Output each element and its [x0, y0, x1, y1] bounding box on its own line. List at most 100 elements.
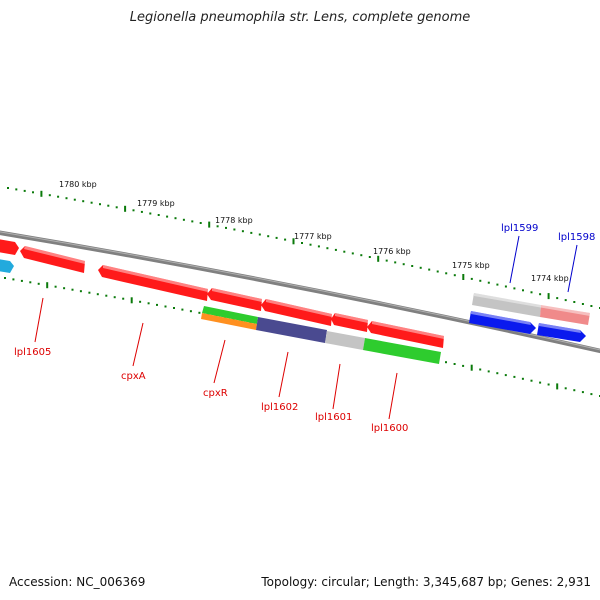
minor-tick — [7, 187, 9, 189]
minor-tick — [394, 261, 397, 264]
minor-tick — [88, 291, 91, 294]
leader-lines — [34, 235, 578, 420]
major-tick — [377, 255, 380, 262]
gene-lpl1601[interactable] — [325, 331, 365, 350]
minor-tick — [564, 299, 567, 302]
minor-tick — [564, 387, 567, 390]
minor-tick — [164, 305, 167, 308]
minor-tick — [198, 311, 201, 314]
minor-tick — [225, 226, 227, 229]
minor-tick — [173, 307, 175, 309]
minor-tick — [556, 297, 559, 300]
major-tick — [130, 297, 133, 304]
minor-tick — [122, 297, 125, 300]
minor-tick — [156, 303, 158, 306]
minor-tick — [149, 212, 152, 215]
minor-tick — [334, 248, 337, 251]
minor-tick — [521, 377, 524, 380]
minor-tick — [402, 263, 405, 266]
minor-tick — [522, 289, 524, 292]
minor-tick — [453, 274, 456, 277]
label-lpl1600[interactable]: lpl1600 — [371, 423, 408, 434]
tick-label-1774: 1774 kbp — [531, 274, 569, 283]
minor-tick — [496, 283, 499, 286]
gene-highlights — [24, 246, 590, 339]
minor-tick — [115, 206, 118, 209]
minor-tick — [182, 218, 185, 221]
minor-tick — [326, 247, 329, 250]
label-lpl1599[interactable]: lpl1599 — [501, 223, 538, 234]
gene-lpl1598[interactable] — [537, 323, 586, 342]
gene-lpl1605[interactable] — [20, 246, 85, 273]
minor-tick — [590, 305, 593, 307]
minor-tick — [351, 252, 354, 255]
minor-tick — [530, 379, 533, 382]
gene-cpxr-strand[interactable] — [201, 313, 257, 330]
label-cpxr[interactable]: cpxR — [203, 388, 228, 399]
gene-edge-cyan[interactable] — [0, 259, 14, 273]
minor-tick — [504, 285, 507, 288]
gene-edge-red[interactable] — [0, 239, 19, 255]
minor-tick — [54, 285, 57, 288]
gene-lpl1599-outer[interactable] — [472, 293, 541, 317]
minor-tick — [216, 225, 219, 228]
minor-tick — [479, 279, 482, 282]
gene-red-a[interactable] — [207, 288, 262, 311]
minor-tick — [581, 391, 584, 394]
gene-lpl1602[interactable] — [256, 317, 327, 343]
minor-tick — [113, 296, 116, 299]
gene-cpxa[interactable] — [98, 265, 208, 301]
minor-tick — [590, 393, 593, 396]
minor-tick — [65, 197, 68, 200]
label-cpxa[interactable]: cpxA — [121, 371, 146, 382]
minor-tick — [496, 372, 499, 375]
gene-lpl1600[interactable] — [363, 338, 441, 364]
minor-tick — [385, 259, 388, 262]
genes[interactable] — [0, 239, 590, 364]
gene-red-b[interactable] — [261, 299, 332, 326]
minor-tick — [368, 256, 371, 258]
genome-backbone — [0, 230, 600, 354]
major-tick — [208, 221, 211, 228]
minor-tick — [12, 278, 15, 281]
minor-tick — [233, 228, 236, 231]
gene-lpl1598-outer[interactable] — [540, 305, 590, 325]
minor-tick — [90, 201, 93, 204]
accession-text: Accession: NC_006369 — [9, 575, 146, 589]
minor-tick — [309, 243, 312, 246]
gene-red-c[interactable] — [331, 313, 368, 332]
minor-tick — [105, 294, 108, 297]
minor-tick — [258, 233, 261, 236]
minor-tick — [547, 383, 550, 386]
minor-tick — [445, 272, 448, 275]
major-tick — [124, 205, 127, 212]
minor-tick — [360, 254, 363, 257]
minor-tick — [284, 238, 287, 241]
minor-tick — [174, 217, 177, 220]
minor-tick — [453, 363, 456, 365]
label-lpl1605[interactable]: lpl1605 — [14, 347, 51, 358]
tick-label-1779: 1779 kbp — [137, 199, 175, 208]
minor-tick — [157, 214, 160, 216]
map-title: Legionella pneumophila str. Lens, comple… — [129, 10, 471, 25]
minor-tick — [23, 189, 26, 192]
tick-label-1776: 1776 kbp — [373, 247, 411, 256]
minor-tick — [275, 236, 278, 239]
major-tick — [46, 282, 49, 289]
minor-tick — [487, 370, 490, 373]
minor-tick — [189, 310, 192, 313]
tick-label-1780: 1780 kbp — [59, 180, 97, 189]
minor-tick — [147, 302, 150, 305]
label-lpl1601[interactable]: lpl1601 — [315, 412, 352, 423]
minor-tick — [539, 293, 542, 296]
gene-cpxr[interactable] — [202, 306, 258, 324]
minor-tick — [63, 287, 66, 290]
gene-lpl1599[interactable] — [469, 311, 536, 334]
label-lpl1602[interactable]: lpl1602 — [261, 402, 298, 413]
label-lpl1598[interactable]: lpl1598 — [558, 232, 595, 243]
gene-red-d[interactable] — [367, 321, 444, 348]
tick-label-1775: 1775 kbp — [452, 261, 490, 270]
major-tick — [292, 238, 295, 245]
major-tick — [40, 190, 43, 197]
